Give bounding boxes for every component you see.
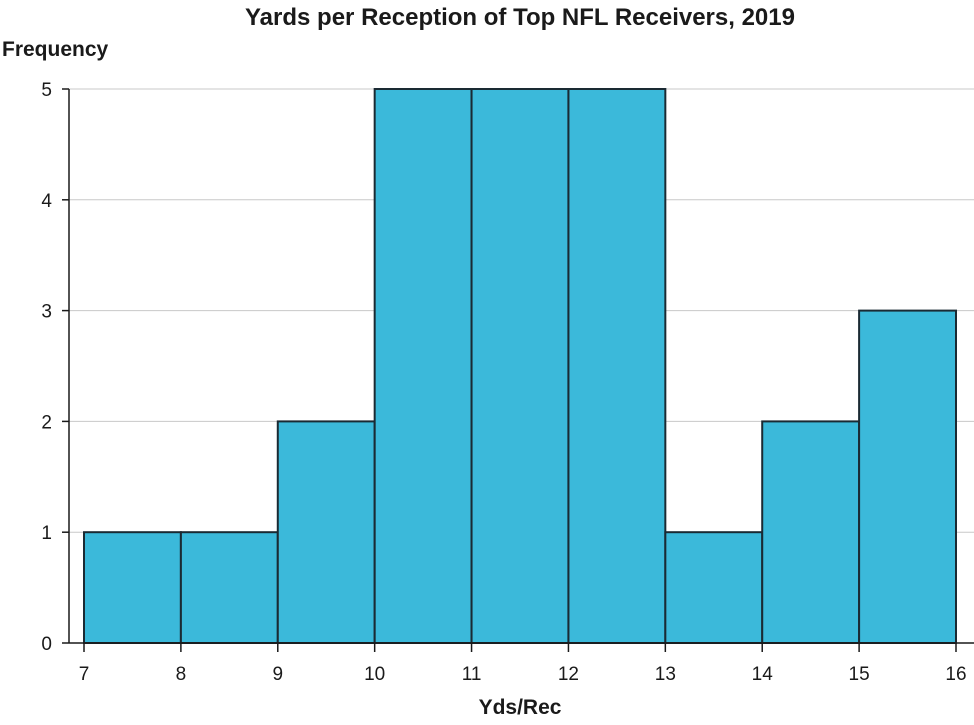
axes (62, 88, 974, 652)
bar-13-14 (664, 531, 764, 645)
x-tick-label-15: 15 (849, 664, 870, 685)
x-tick-label-8: 8 (176, 664, 187, 685)
x-tick-label-14: 14 (752, 664, 774, 685)
y-tick-label-0: 0 (41, 634, 52, 655)
x-tick-label-12: 12 (558, 664, 579, 685)
y-tick-label-4: 4 (41, 191, 52, 212)
bar-10-11 (373, 88, 473, 644)
bar-9-10 (276, 420, 376, 644)
y-axis-title: Frequency (2, 38, 109, 61)
bars (83, 88, 957, 645)
bar-8-9 (179, 531, 279, 645)
y-tick-label-2: 2 (41, 412, 52, 433)
x-tick-label-7: 7 (79, 664, 90, 685)
x-tick-label-16: 16 (945, 664, 966, 685)
y-tick-label-5: 5 (41, 80, 52, 101)
bar-15-16 (858, 309, 957, 644)
bar-14-15 (761, 420, 861, 644)
bar-11-12 (470, 88, 570, 644)
x-tick-label-13: 13 (655, 664, 676, 685)
x-tick-label-11: 11 (462, 664, 482, 685)
y-tick-label-1: 1 (41, 523, 52, 544)
x-tick-label-9: 9 (272, 664, 283, 685)
bar-7-8 (83, 531, 182, 645)
chart-title: Yards per Reception of Top NFL Receivers… (245, 4, 795, 31)
x-tick-label-10: 10 (364, 664, 385, 685)
x-axis-title: Yds/Rec (479, 696, 562, 719)
y-tick-label-3: 3 (41, 302, 52, 323)
bar-12-13 (567, 88, 667, 644)
